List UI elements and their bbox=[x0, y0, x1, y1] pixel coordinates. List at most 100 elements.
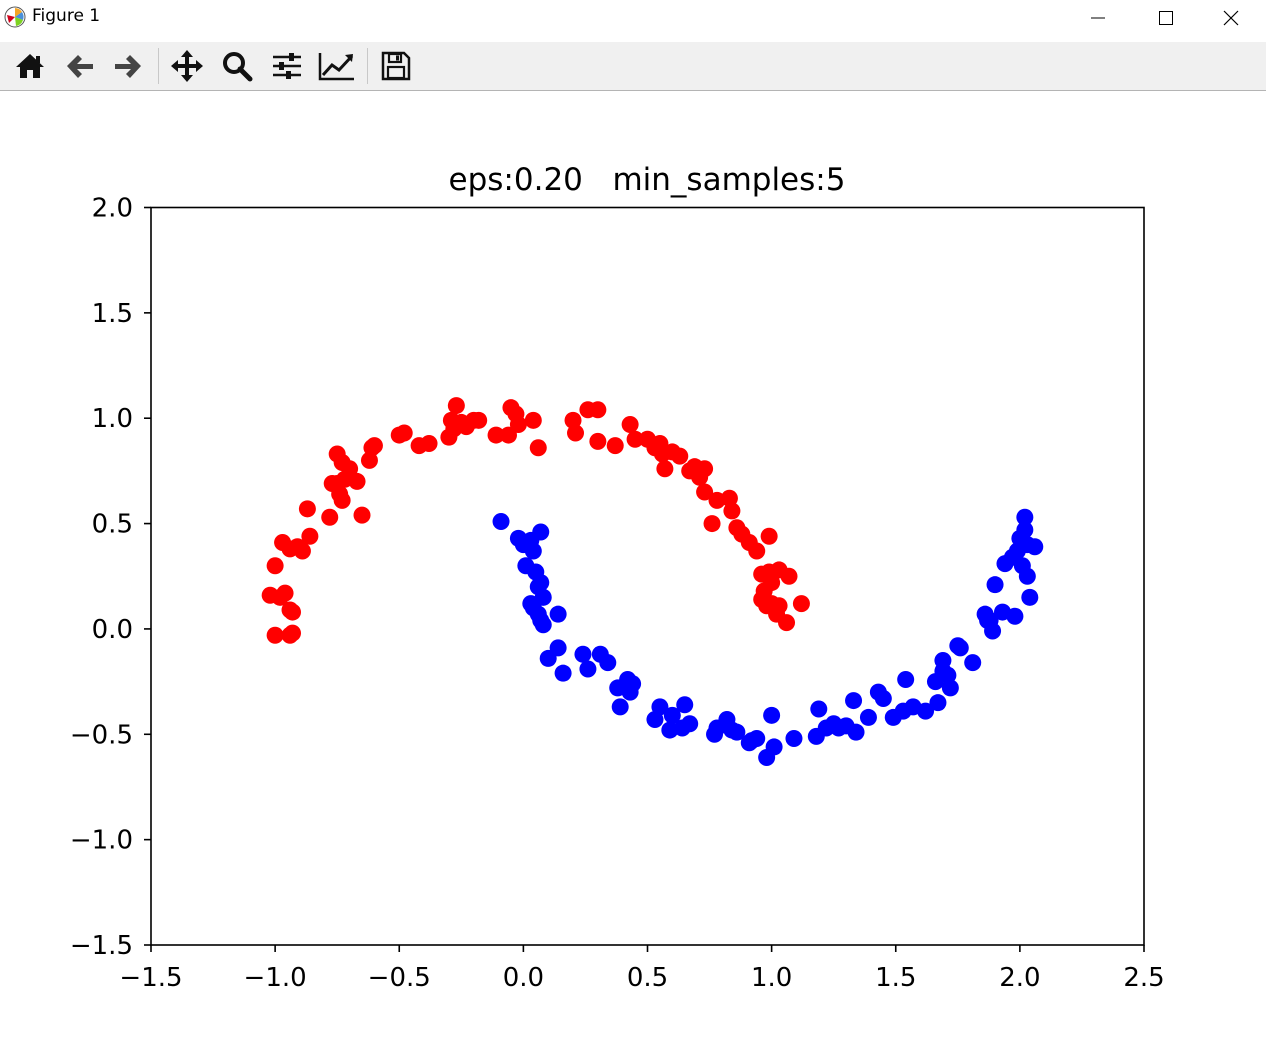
forward-arrow-icon bbox=[115, 55, 141, 78]
red-cluster-point bbox=[360, 451, 378, 469]
blue-cluster-point bbox=[1026, 538, 1044, 556]
red-cluster-point bbox=[723, 502, 741, 520]
matplotlib-logo-icon bbox=[4, 6, 26, 28]
red-cluster-point bbox=[564, 411, 582, 429]
blue-cluster-point bbox=[574, 645, 592, 663]
blue-cluster-point bbox=[611, 698, 629, 716]
red-cluster-point bbox=[656, 460, 674, 478]
minimize-icon bbox=[1091, 17, 1105, 19]
red-cluster-point bbox=[748, 542, 766, 560]
chart-title: eps:0.20 min_samples:5 bbox=[449, 162, 846, 198]
blue-cluster-point bbox=[874, 689, 892, 707]
blue-cluster-point bbox=[549, 605, 567, 623]
red-cluster-point bbox=[567, 424, 585, 442]
red-cluster-point bbox=[671, 447, 689, 465]
blue-cluster-point bbox=[492, 512, 510, 530]
pan-button[interactable] bbox=[167, 48, 207, 84]
red-cluster-point bbox=[447, 397, 465, 415]
blue-cluster-point bbox=[1016, 508, 1034, 526]
blue-cluster-point bbox=[579, 660, 597, 678]
red-cluster-point bbox=[509, 416, 527, 434]
subplots-configure-icon bbox=[273, 53, 301, 79]
subplots-button[interactable] bbox=[267, 48, 307, 84]
red-cluster-point bbox=[293, 542, 311, 560]
red-cluster-point bbox=[780, 567, 798, 585]
red-cluster-point bbox=[589, 401, 607, 419]
x-tick-label: 1.5 bbox=[875, 963, 916, 993]
blue-cluster-point bbox=[847, 723, 865, 741]
save-floppy-icon bbox=[381, 51, 411, 81]
red-cluster-point bbox=[395, 424, 413, 442]
x-tick-label: 2.0 bbox=[999, 963, 1040, 993]
red-cluster-point bbox=[470, 411, 488, 429]
red-cluster-point bbox=[333, 453, 351, 471]
home-button[interactable] bbox=[10, 48, 50, 84]
save-button[interactable] bbox=[376, 48, 416, 84]
back-button[interactable] bbox=[60, 48, 100, 84]
blue-cluster-point bbox=[941, 679, 959, 697]
red-cluster-point bbox=[529, 439, 547, 457]
y-tick-label: 1.0 bbox=[92, 404, 133, 434]
red-cluster-point bbox=[696, 460, 714, 478]
blue-cluster-point bbox=[897, 671, 915, 688]
red-cluster-point bbox=[266, 626, 284, 644]
navigation-toolbar bbox=[0, 42, 1266, 91]
y-tick-label: −1.5 bbox=[70, 931, 133, 961]
red-cluster-point bbox=[792, 595, 810, 613]
x-tick-label: 1.0 bbox=[751, 963, 792, 993]
y-tick-label: 2.0 bbox=[92, 194, 133, 224]
blue-cluster-point bbox=[728, 723, 746, 741]
blue-cluster-point bbox=[1021, 588, 1039, 606]
blue-cluster-point bbox=[763, 706, 781, 724]
red-cluster-point bbox=[778, 614, 796, 632]
x-tick-label: −0.5 bbox=[368, 963, 431, 993]
y-tick-label: −1.0 bbox=[70, 826, 133, 856]
close-button[interactable] bbox=[1196, 0, 1266, 36]
blue-cluster-point bbox=[534, 616, 552, 634]
red-cluster-point bbox=[760, 527, 778, 545]
blue-cluster-point bbox=[859, 708, 877, 726]
x-tick-label: −1.0 bbox=[244, 963, 307, 993]
blue-cluster-point bbox=[939, 666, 957, 684]
scatter-points bbox=[261, 397, 1044, 766]
maximize-icon bbox=[1159, 11, 1173, 25]
edit-axis-button[interactable] bbox=[317, 48, 357, 84]
window-title: Figure 1 bbox=[32, 6, 101, 26]
y-tick-label: 0.5 bbox=[92, 510, 133, 540]
blue-cluster-point bbox=[845, 692, 863, 710]
blue-cluster-point bbox=[673, 719, 691, 737]
red-cluster-point bbox=[606, 437, 624, 455]
minimize-button[interactable] bbox=[1063, 0, 1133, 36]
x-axis: −1.5 −1.0 −0.5 0.0 0.5 1.0 1.5 2.0 2.5 bbox=[119, 945, 1165, 993]
zoom-magnifier-icon bbox=[223, 52, 253, 82]
red-cluster-point bbox=[589, 432, 607, 450]
blue-cluster-point bbox=[1006, 607, 1024, 625]
blue-cluster-point bbox=[964, 654, 982, 672]
y-tick-label: 1.5 bbox=[92, 299, 133, 329]
blue-cluster-point bbox=[624, 675, 642, 693]
x-tick-label: 2.5 bbox=[1123, 963, 1164, 993]
red-cluster-point bbox=[301, 527, 319, 545]
red-cluster-point bbox=[703, 515, 721, 533]
red-cluster-point bbox=[266, 557, 284, 575]
toolbar-separator bbox=[367, 48, 368, 84]
edit-axis-icon bbox=[318, 53, 354, 81]
red-cluster-point bbox=[626, 430, 644, 448]
y-tick-label: −0.5 bbox=[70, 720, 133, 750]
x-tick-label: −1.5 bbox=[119, 963, 182, 993]
red-cluster-point bbox=[365, 437, 383, 455]
blue-cluster-point bbox=[934, 652, 952, 670]
zoom-button[interactable] bbox=[217, 48, 257, 84]
red-cluster-point bbox=[353, 506, 371, 524]
maximize-button[interactable] bbox=[1131, 0, 1201, 36]
blue-cluster-point bbox=[810, 700, 828, 718]
blue-cluster-point bbox=[524, 542, 542, 560]
red-cluster-point bbox=[321, 508, 339, 526]
red-cluster-point bbox=[487, 426, 505, 444]
toolbar-separator bbox=[158, 48, 159, 84]
forward-button[interactable] bbox=[108, 48, 148, 84]
figure-canvas[interactable]: eps:0.20 min_samples:5 −1.5 −1.0 −0.5 0.0 0.… bbox=[0, 90, 1266, 1045]
blue-cluster-point bbox=[986, 576, 1004, 594]
back-arrow-icon bbox=[67, 55, 93, 78]
red-cluster-point bbox=[298, 500, 316, 518]
